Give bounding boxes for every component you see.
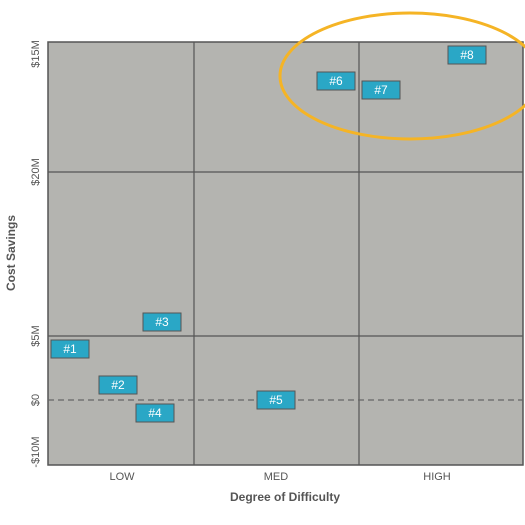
x-axis-title: Degree of Difficulty (230, 490, 340, 504)
item-box (135, 403, 175, 423)
x-tick-label: HIGH (423, 471, 451, 483)
y-tick-label: $15M (30, 40, 42, 68)
item-box (50, 339, 90, 359)
item-label: #8 (460, 48, 474, 62)
item-label: #6 (329, 74, 343, 88)
item-box (316, 71, 356, 91)
y-tick-label: $5M (30, 325, 42, 346)
item-label: #4 (148, 406, 162, 420)
item-box (98, 375, 138, 395)
highlight-ellipse (278, 11, 525, 141)
item-label: #5 (269, 393, 283, 407)
item-label: #1 (63, 342, 77, 356)
item-box (142, 312, 182, 332)
y-tick-label: -$10M (30, 436, 42, 467)
item-label: #2 (111, 378, 125, 392)
item-box (256, 390, 296, 410)
y-tick-label: $0 (30, 394, 42, 406)
x-tick-label: LOW (109, 471, 135, 483)
x-tick-label: MED (264, 471, 289, 483)
y-tick-label: $20M (30, 158, 42, 186)
item-box (361, 80, 401, 100)
item-label: #3 (155, 315, 169, 329)
item-label: #7 (374, 83, 388, 97)
item-box (447, 45, 487, 65)
y-axis-title: Cost Savings (4, 215, 18, 291)
